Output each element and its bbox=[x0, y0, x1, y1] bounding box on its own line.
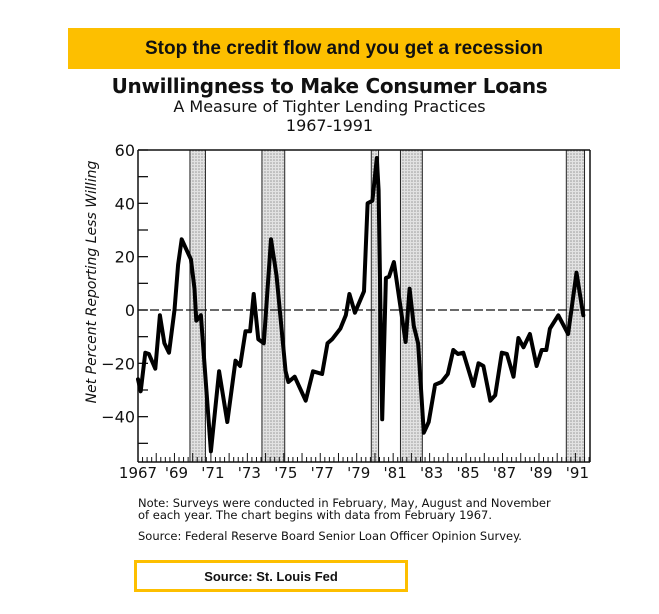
x-tick-label: '81 bbox=[384, 464, 407, 482]
y-tick-label: −40 bbox=[101, 408, 135, 427]
x-tick-label: '83 bbox=[420, 464, 443, 482]
source-box: Source: St. Louis Fed bbox=[134, 560, 408, 592]
y-axis-label: Net Percent Reporting Less Willing bbox=[84, 161, 100, 404]
x-tick-label: '73 bbox=[238, 464, 261, 482]
chart-title: Unwillingness to Make Consumer Loans bbox=[111, 74, 548, 98]
chart-period: 1967-1991 bbox=[285, 116, 374, 135]
x-tick-label: '89 bbox=[529, 464, 552, 482]
note-line: Note: Surveys were conducted in February… bbox=[138, 496, 551, 510]
note-line: of each year. The chart begins with data… bbox=[138, 508, 493, 522]
y-tick-label: 40 bbox=[115, 194, 135, 213]
x-tick-label: '69 bbox=[165, 464, 188, 482]
recession-band bbox=[371, 150, 379, 462]
x-tick-label: '85 bbox=[456, 464, 479, 482]
chart-subtitle: A Measure of Tighter Lending Practices bbox=[173, 97, 486, 116]
x-tick-label: 1967 bbox=[119, 464, 157, 482]
chart-source: Source: Federal Reserve Board Senior Loa… bbox=[138, 529, 522, 543]
series-line bbox=[136, 156, 586, 454]
y-tick-label: −20 bbox=[101, 354, 135, 373]
y-tick-label: 0 bbox=[125, 301, 135, 320]
recession-band bbox=[261, 150, 285, 462]
y-tick-label: 60 bbox=[115, 141, 135, 160]
headline-banner: Stop the credit flow and you get a reces… bbox=[68, 28, 620, 69]
recession-band bbox=[189, 150, 206, 462]
x-tick-label: '87 bbox=[493, 464, 516, 482]
y-tick-label: 20 bbox=[115, 248, 135, 267]
x-tick-label: '77 bbox=[311, 464, 334, 482]
x-tick-label: '71 bbox=[201, 464, 224, 482]
recession-band bbox=[566, 150, 585, 462]
x-tick-label: '91 bbox=[566, 464, 589, 482]
chart-note: Note: Surveys were conducted in February… bbox=[138, 497, 608, 521]
x-tick-label: '79 bbox=[347, 464, 370, 482]
x-tick-label: '75 bbox=[274, 464, 297, 482]
